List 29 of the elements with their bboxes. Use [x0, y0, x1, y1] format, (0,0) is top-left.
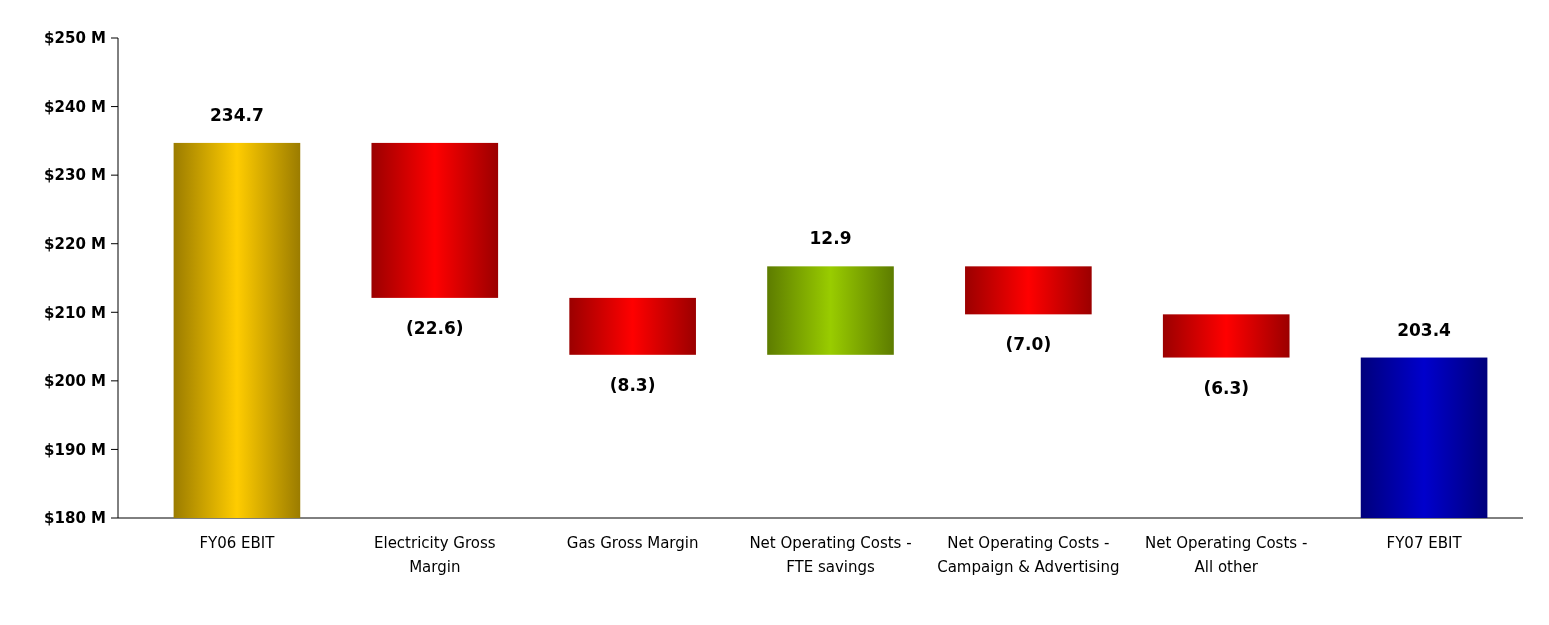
- data-label: 234.7: [210, 104, 264, 125]
- data-label: (8.3): [609, 374, 656, 395]
- y-tick-label: $220 M: [44, 234, 106, 253]
- data-label: (7.0): [1005, 334, 1052, 355]
- bar: [371, 142, 499, 298]
- y-tick-label: $180 M: [44, 509, 106, 528]
- bar: [1360, 357, 1488, 518]
- data-label: (22.6): [406, 317, 464, 338]
- bar: [569, 297, 696, 355]
- y-tick-label: $230 M: [44, 166, 106, 185]
- y-tick-label: $250 M: [44, 29, 106, 48]
- bar: [965, 266, 1092, 315]
- y-tick-label: $200 M: [44, 372, 106, 391]
- bar: [173, 142, 301, 518]
- data-label: 12.9: [809, 228, 852, 249]
- bar: [1162, 314, 1290, 358]
- x-tick-label: Net Operating Costs - FTE savings: [749, 534, 912, 576]
- x-tick-label: Gas Gross Margin: [566, 534, 699, 552]
- y-tick-label: $240 M: [44, 97, 106, 116]
- data-label: 203.4: [1397, 319, 1452, 340]
- x-tick-label: Electricity Gross Margin: [374, 534, 496, 576]
- y-tick-label: $190 M: [44, 440, 106, 459]
- y-tick-label: $210 M: [44, 303, 106, 322]
- x-tick-label: FY07 EBIT: [1386, 534, 1463, 552]
- bar: [767, 266, 894, 355]
- x-tick-label: Net Operating Costs - All other: [1145, 534, 1308, 576]
- x-tick-label: FY06 EBIT: [199, 534, 276, 552]
- data-label: (6.3): [1203, 377, 1250, 398]
- x-tick-label: Net Operating Costs - Campaign & Advertising: [937, 534, 1120, 576]
